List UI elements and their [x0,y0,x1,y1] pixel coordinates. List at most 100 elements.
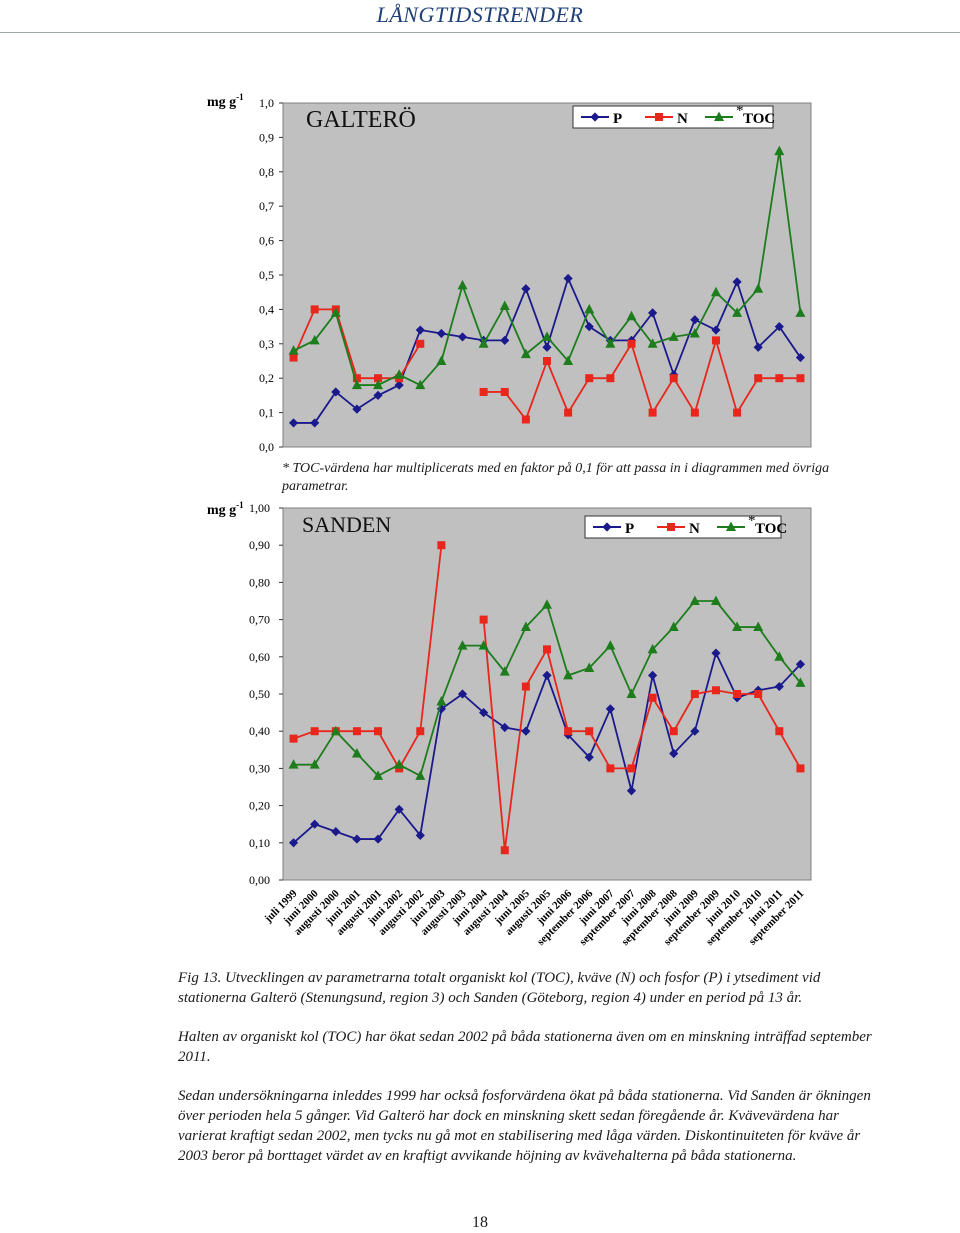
data-point-P [690,315,700,325]
data-point-TOC [478,640,489,650]
data-point-N [754,374,763,383]
data-point-N [796,764,805,773]
data-point-N [775,727,784,736]
legend: P N * TOC [572,103,775,129]
data-point-TOC [415,770,426,780]
data-point-N [310,305,319,314]
data-point-P [795,659,806,669]
data-point-TOC [457,640,468,650]
data-point-legend-N [667,523,675,531]
caption-paragraph: Halten av organiskt kol (TOC) har ökat s… [178,1029,872,1065]
data-point-TOC [457,279,468,290]
data-point-TOC [478,338,489,348]
data-point-P [457,332,468,342]
series-line-N [483,337,801,422]
legend: P N * TOC [584,513,787,539]
data-point-N [289,734,298,743]
data-point-N [585,374,594,383]
figure-13-charts: 0,0 0,1 0,2 0,3 0,4 0,5 0,6 0,7 0,8 0,9 1,0 mg g-1 G… [207,92,812,948]
data-point-N [606,374,615,383]
data-point-N [521,682,530,691]
plot-area [282,102,812,448]
data-point-legend-P [590,112,600,122]
data-point-P [669,748,679,759]
data-point-P [753,342,763,352]
data-point-TOC [288,759,299,769]
data-point-TOC [330,725,341,736]
data-point-P [732,277,742,287]
data-point-N [521,415,530,424]
data-point-N [564,727,573,736]
y-tick-label: 0,00 [249,873,270,887]
data-point-P [542,342,552,352]
data-point-TOC [288,345,299,355]
data-point-N [648,408,657,417]
data-point-TOC [647,338,658,348]
data-point-P [373,834,383,844]
y-tick-label: 0,30 [249,761,270,775]
y-tick-label: 0,10 [249,836,270,850]
data-point-P [288,418,299,428]
data-point-P [584,322,594,332]
chart-title: GALTERÖ [306,107,416,133]
data-point-N [669,374,678,383]
data-point-TOC [394,759,405,769]
y-tick-label: 0,6 [259,234,274,248]
page-title: LÅNGTIDSTRENDER [376,2,584,27]
data-point-TOC [753,621,764,632]
caption-paragraph: Fig 13. Utvecklingen av parametrarna tot… [178,970,821,1006]
data-point-N [416,727,425,736]
data-point-TOC [710,595,721,605]
legend-asterisk: * [736,103,744,119]
data-point-P [331,827,341,837]
data-point-N [733,690,742,698]
data-point-TOC [689,327,700,338]
data-point-P [584,752,594,762]
data-point-P [331,387,341,397]
data-point-TOC [732,307,743,317]
y-tick-label: 0,40 [249,724,270,738]
data-point-TOC [647,643,658,654]
data-point-TOC [605,338,616,348]
data-point-P [457,689,468,699]
y-tick-label: 0,60 [249,650,270,664]
data-point-N [648,693,657,702]
data-point-N [669,727,678,736]
data-point-N [585,727,594,736]
legend-asterisk: * [748,513,756,529]
data-point-TOC [351,748,362,758]
toc-footnote: * TOC-värdena har multiplicerats med en … [282,461,830,494]
data-point-TOC [499,300,510,310]
y-tick-label: 0,70 [249,613,270,627]
plot-area [282,507,812,881]
legend-label-TOC: TOC [743,111,775,127]
data-point-N [733,408,742,417]
data-point-TOC [520,621,531,632]
data-point-P [563,273,573,284]
data-point-P [605,704,615,714]
data-point-P [436,704,446,714]
data-point-P [711,325,721,335]
data-point-P [394,804,404,814]
legend-label-N: N [677,111,688,127]
data-point-P [795,352,806,363]
data-point-TOC [584,303,595,314]
y-axis-label-sup: -1 [236,500,244,510]
data-point-legend-TOC [714,111,724,121]
data-point-N [754,690,763,698]
data-point-TOC [668,621,679,632]
legend-label-P: P [625,521,634,537]
data-point-N [627,339,636,348]
data-point-P [774,681,784,692]
y-tick-label: 0,9 [259,130,274,144]
data-point-N [500,846,509,855]
caption-paragraph: Sedan undersökningarna inleddes 1999 har… [178,1088,871,1164]
data-point-P [774,322,784,332]
data-point-TOC [373,379,384,390]
legend-label-P: P [613,111,622,127]
chart-sanden: 0,00 0,10 0,20 0,30 0,40 0,50 0,60 0,70 0,80 0,90… [207,500,812,948]
legend-label-N: N [689,521,700,537]
data-point-P [394,380,404,390]
data-point-N [500,387,509,396]
data-point-TOC [626,310,637,321]
